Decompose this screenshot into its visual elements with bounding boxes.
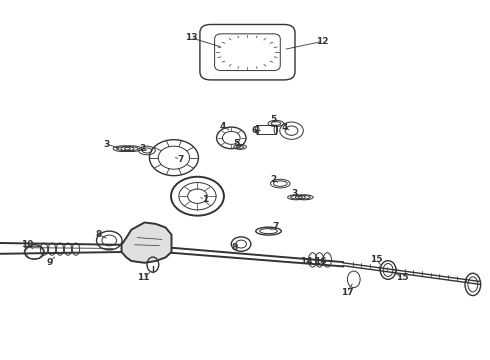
Text: 5: 5 bbox=[270, 115, 276, 124]
Text: 5: 5 bbox=[234, 139, 240, 148]
Text: 15: 15 bbox=[396, 274, 409, 282]
Text: 15: 15 bbox=[370, 255, 383, 264]
Text: 3: 3 bbox=[291, 189, 297, 198]
Text: 14: 14 bbox=[300, 257, 313, 266]
Text: 7: 7 bbox=[272, 222, 279, 231]
Text: 8: 8 bbox=[231, 243, 237, 252]
Text: 4: 4 bbox=[282, 123, 289, 132]
Text: 8: 8 bbox=[96, 230, 102, 239]
Polygon shape bbox=[122, 222, 172, 263]
Text: 10: 10 bbox=[21, 240, 33, 249]
Text: 13: 13 bbox=[185, 33, 197, 42]
Text: 3: 3 bbox=[104, 140, 110, 149]
Text: 12: 12 bbox=[316, 37, 329, 46]
Text: 4: 4 bbox=[220, 122, 226, 131]
Text: 2: 2 bbox=[270, 175, 276, 184]
Text: 6: 6 bbox=[252, 126, 258, 135]
Text: 1: 1 bbox=[202, 195, 208, 204]
FancyBboxPatch shape bbox=[215, 34, 280, 71]
Text: 11: 11 bbox=[137, 274, 149, 282]
Text: 7: 7 bbox=[177, 155, 184, 163]
Text: 17: 17 bbox=[341, 288, 353, 297]
Text: 16: 16 bbox=[314, 257, 327, 266]
Text: 2: 2 bbox=[139, 144, 145, 153]
Text: 9: 9 bbox=[47, 258, 53, 266]
